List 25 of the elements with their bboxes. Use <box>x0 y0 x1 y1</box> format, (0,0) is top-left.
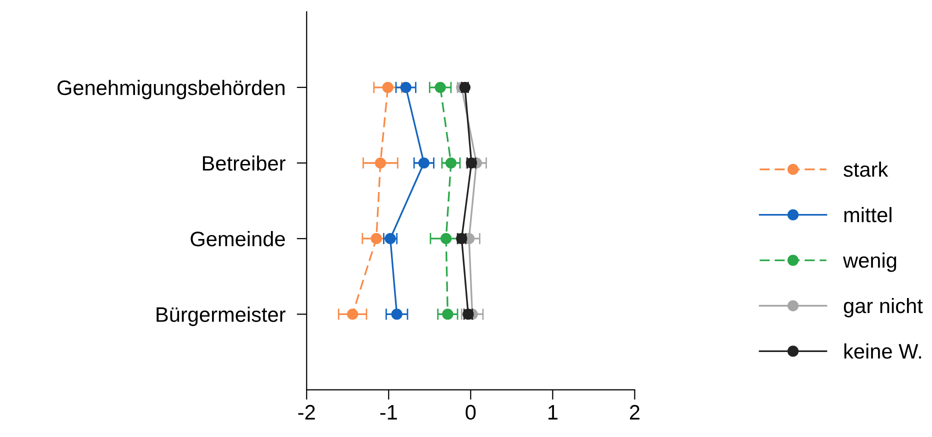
point <box>370 233 382 244</box>
point <box>418 157 430 169</box>
legend-label: wenig <box>842 252 896 272</box>
point <box>374 157 386 169</box>
legend-label: keine W. <box>844 343 922 359</box>
point <box>400 82 412 93</box>
x-tick-label: 0 <box>466 404 476 420</box>
point <box>434 82 446 93</box>
point <box>382 82 394 93</box>
y-tick-label: Betreiber <box>202 155 286 171</box>
x-tick-label: 2 <box>630 404 640 420</box>
y-tick-label: Genehmigungsbehörden <box>58 80 284 100</box>
x-tick-label: 1 <box>548 405 558 420</box>
x-tick-label: -1 <box>380 405 397 420</box>
point <box>440 233 452 244</box>
x-tick-label: -2 <box>298 404 315 420</box>
point <box>445 157 457 169</box>
point <box>391 308 402 320</box>
legend-label: gar nicht <box>844 298 923 318</box>
point <box>442 308 454 320</box>
legend-label: stark <box>844 162 888 177</box>
y-tick-label: Bürgermeister <box>156 306 286 326</box>
legend-label: mittel <box>844 207 892 222</box>
y-tick-label: Gemeinde <box>190 231 285 246</box>
point <box>347 308 358 320</box>
